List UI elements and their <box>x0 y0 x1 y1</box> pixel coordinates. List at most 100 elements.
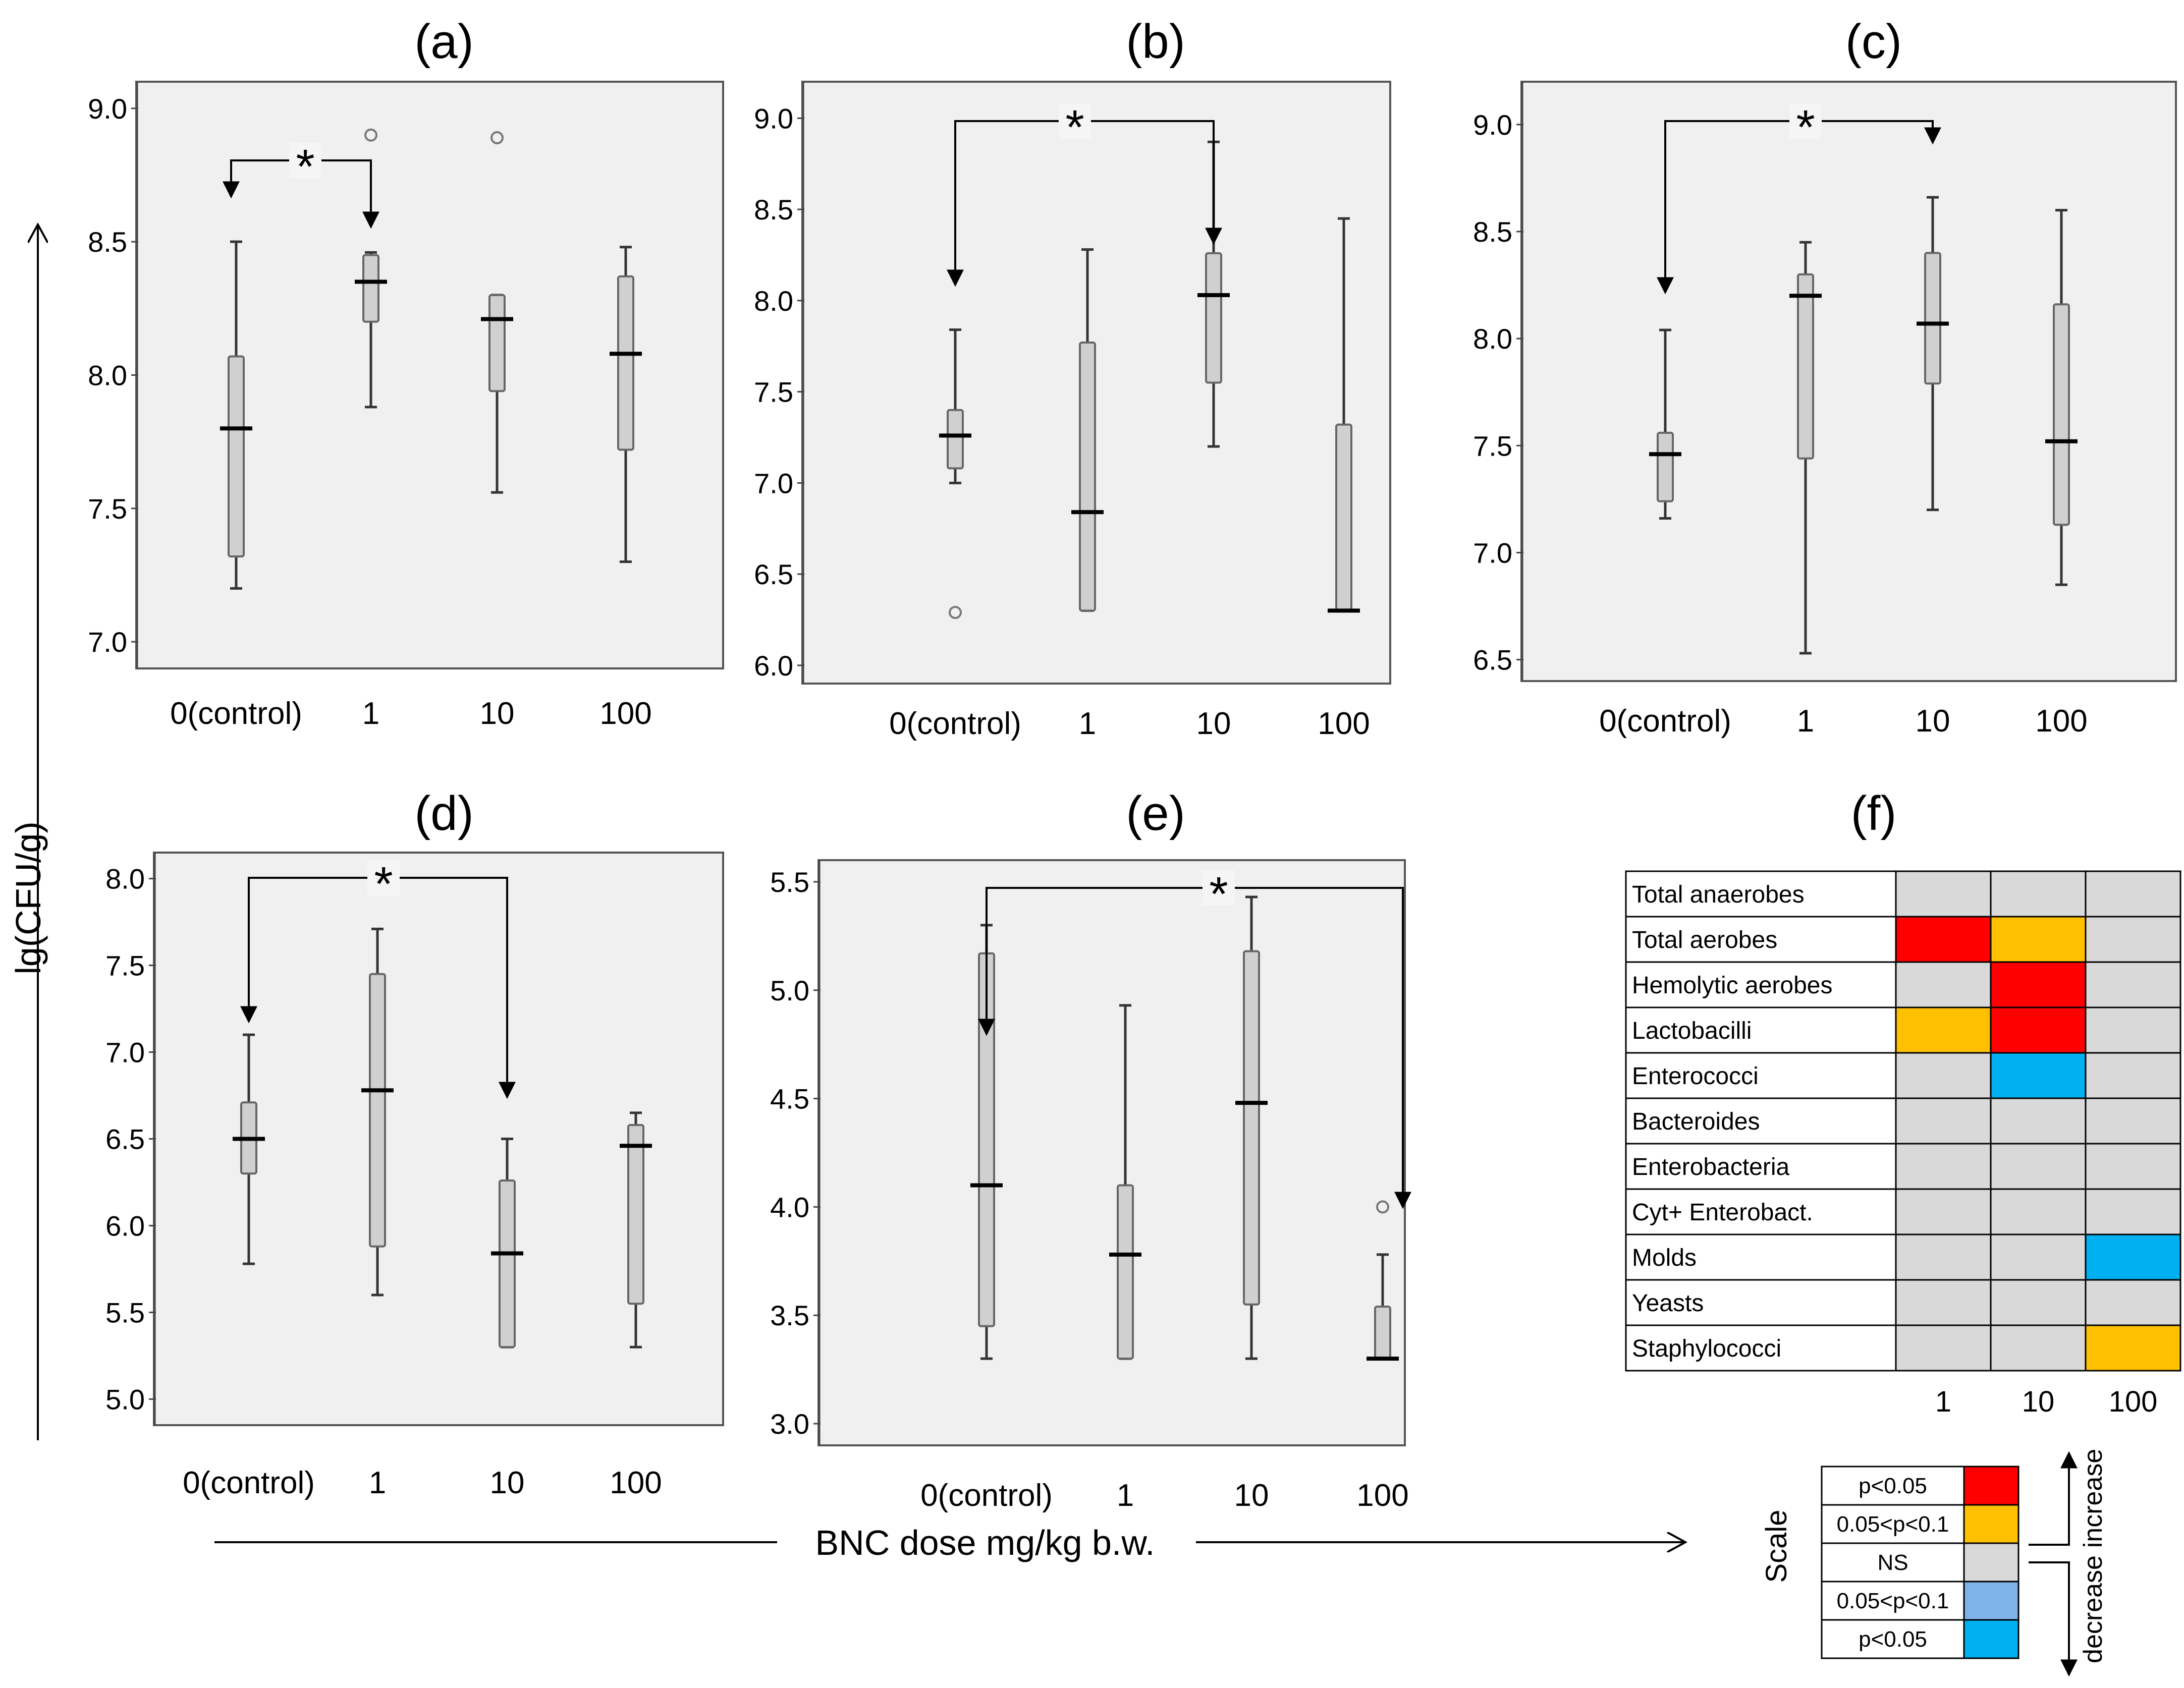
heatmap-row-label: Cyt+ Enterobact. <box>1632 1199 1813 1226</box>
y-tick-label: 5.0 <box>105 1383 145 1415</box>
scale-label-cell <box>1821 1619 1965 1659</box>
box-item <box>1235 895 1268 1360</box>
box-item <box>220 240 252 590</box>
star-bg <box>367 860 400 895</box>
significance-star: * <box>296 140 314 194</box>
y-axis-label: lg(CFU/g) <box>9 821 48 974</box>
y-tick-label: 7.5 <box>754 376 793 408</box>
heatmap-cell <box>1990 1143 2087 1190</box>
scale-label: p<0.05 <box>1859 1627 1927 1652</box>
significance-star: * <box>1796 100 1815 154</box>
x-category-label: 1 <box>369 1466 386 1500</box>
significance-bracket: * <box>978 867 1411 1209</box>
scale-label: NS <box>1877 1550 1908 1575</box>
heatmap-cell <box>1990 916 2087 963</box>
y-tick-label: 7.5 <box>1473 430 1512 462</box>
y-tick-label: 8.5 <box>1473 216 1512 248</box>
scale-swatch <box>1963 1619 2019 1659</box>
x-category-label: 10 <box>480 696 515 731</box>
iqr-box <box>1243 950 1260 1306</box>
y-tick-label: 7.0 <box>88 626 127 658</box>
y-tick-label: 5.5 <box>770 866 809 898</box>
heatmap-row-label: Bacteroides <box>1632 1108 1760 1135</box>
outlier-point <box>949 606 962 620</box>
heatmap-row-label: Molds <box>1632 1245 1697 1271</box>
y-tick-label: 8.0 <box>105 863 145 895</box>
panel-b: (b) 6.0 6.5 7.0 7.5 8.0 8.5 9.0 0(control) 1 10 100… <box>754 15 1391 741</box>
scale-label-cell <box>1821 1581 1965 1621</box>
heatmap-cell <box>2085 1143 2181 1190</box>
iqr-box <box>1374 1306 1391 1360</box>
scale-label: 0.05<p<0.1 <box>1837 1512 1949 1537</box>
heatmap-column-label: 1 <box>1935 1385 1951 1418</box>
heatmap-cell <box>2085 1233 2181 1281</box>
y-tick-label: 3.0 <box>770 1408 809 1440</box>
y-tick-label: 8.0 <box>88 360 127 391</box>
panel-f: (f) Total anaerobes Total aerobes Hemolytic… <box>1625 786 2181 1677</box>
x-category-label: 0(control) <box>183 1466 315 1500</box>
significance-bracket: * <box>240 857 516 1099</box>
box-item <box>1917 196 1949 512</box>
plot-area <box>817 859 1406 1446</box>
heatmap-cell <box>1895 1143 1992 1190</box>
heatmap-cell <box>1990 961 2087 1008</box>
iqr-box <box>1205 252 1222 384</box>
y-tick-label: 8.0 <box>754 285 793 317</box>
heatmap-cell <box>1895 1097 1992 1145</box>
iqr-box <box>617 275 634 451</box>
heatmap-row-label: Enterococci <box>1632 1063 1759 1090</box>
y-tick-label: 8.0 <box>1473 323 1512 355</box>
y-tick-label: 7.0 <box>105 1037 145 1068</box>
x-category-label: 1 <box>1797 704 1814 739</box>
x-category-label: 10 <box>1196 706 1231 741</box>
decrease-label: decrease <box>2079 1555 2108 1663</box>
heatmap-cell <box>1990 1097 2087 1145</box>
box-item <box>620 1111 652 1348</box>
outlier-point <box>490 131 504 145</box>
x-category-label: 100 <box>610 1466 662 1500</box>
panel-e: (e) 3.0 3.5 4.0 4.5 5.0 5.5 0(control) 1 10 100 * <box>770 786 1411 1513</box>
heatmap-cell <box>2085 1188 2181 1235</box>
box-item <box>1071 248 1104 612</box>
y-tick-label: 6.5 <box>105 1123 145 1155</box>
iqr-box <box>1924 252 1941 385</box>
y-tick-label: 6.5 <box>754 558 793 590</box>
panel-d: (d) 5.0 5.5 6.0 6.5 7.0 7.5 8.0 0(control) 1 10 100… <box>105 786 724 1500</box>
x-category-label: 0(control) <box>889 706 1021 741</box>
y-tick-label: 6.5 <box>1473 644 1512 676</box>
scale-swatch <box>1963 1581 2019 1621</box>
heatmap-cell <box>1990 1006 2087 1054</box>
star-bg <box>289 143 321 178</box>
heatmap-cell <box>1895 961 1992 1008</box>
outlier-point <box>364 128 377 142</box>
heatmap-row-label-cell <box>1625 1188 1897 1235</box>
heatmap-cell <box>2085 1324 2181 1372</box>
heatmap-cell <box>1990 1324 2087 1372</box>
heatmap-cell <box>1895 1006 1992 1054</box>
star-bg <box>1059 103 1091 139</box>
heatmap-row-label-cell <box>1625 870 1897 918</box>
iqr-box <box>499 1179 516 1348</box>
heatmap-cell <box>1895 1188 1992 1235</box>
plot-area <box>1520 81 2177 682</box>
y-tick-label: 9.0 <box>754 102 793 134</box>
x-category-label: 0(control) <box>170 696 302 731</box>
heatmap-cell <box>1895 1279 1992 1326</box>
significance-star: * <box>1209 867 1228 921</box>
box-item <box>939 328 971 620</box>
heatmap-row-label: Total aerobes <box>1632 927 1777 953</box>
x-category-label: 100 <box>599 696 651 731</box>
x-category-label: 1 <box>1117 1478 1134 1513</box>
heatmap-row-label-cell <box>1625 1052 1897 1099</box>
y-tick-label: 4.0 <box>770 1191 809 1223</box>
x-category-label: 100 <box>1356 1478 1408 1513</box>
iqr-box <box>1079 341 1096 612</box>
heatmap-row-label-cell <box>1625 1233 1897 1281</box>
heatmap-cell <box>2085 961 2181 1008</box>
panel-title: (a) <box>414 15 473 69</box>
heatmap-cell <box>2085 1006 2181 1054</box>
box-item <box>610 246 642 564</box>
iqr-box <box>627 1123 644 1305</box>
heatmap-row-label-cell <box>1625 961 1897 1008</box>
